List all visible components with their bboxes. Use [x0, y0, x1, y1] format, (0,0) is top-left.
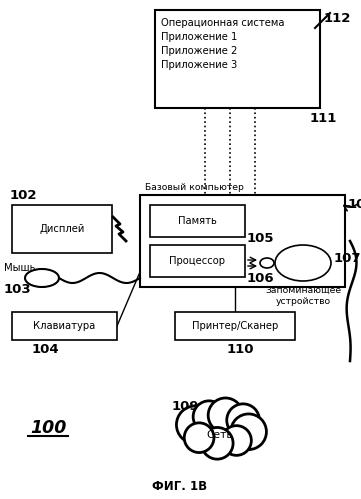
Text: Базовый компьютер: Базовый компьютер: [145, 183, 244, 192]
Circle shape: [193, 401, 225, 433]
Bar: [12, 205, 112, 253]
Text: Клавиатура: Клавиатура: [33, 321, 96, 331]
Text: 111: 111: [310, 112, 338, 125]
Circle shape: [222, 426, 251, 456]
Circle shape: [208, 398, 243, 433]
Ellipse shape: [260, 258, 274, 268]
Circle shape: [227, 404, 260, 437]
Text: 107: 107: [334, 251, 361, 264]
Text: ФИГ. 1В: ФИГ. 1В: [152, 481, 208, 494]
Text: 100: 100: [30, 419, 66, 437]
Text: 104: 104: [32, 343, 60, 356]
Bar: [140, 195, 345, 287]
Circle shape: [184, 423, 214, 453]
Text: 101: 101: [348, 198, 361, 211]
Bar: [12, 312, 117, 340]
Text: Операционная система
Приложение 1
Приложение 2
Приложение 3: Операционная система Приложение 1 Прилож…: [161, 18, 284, 70]
Text: 102: 102: [10, 189, 38, 202]
Bar: [150, 245, 245, 277]
Text: Процессор: Процессор: [170, 256, 226, 266]
Text: 112: 112: [324, 12, 351, 25]
Circle shape: [201, 428, 233, 459]
Circle shape: [231, 414, 266, 450]
Text: 103: 103: [4, 283, 32, 296]
Bar: [155, 10, 320, 108]
Text: 109: 109: [172, 400, 200, 413]
Text: Запоминающее
устройство: Запоминающее устройство: [265, 286, 341, 306]
Ellipse shape: [25, 269, 59, 287]
Ellipse shape: [275, 245, 331, 281]
Bar: [175, 312, 295, 340]
Text: Память: Память: [178, 216, 217, 226]
Text: 110: 110: [227, 343, 255, 356]
Text: Мышь: Мышь: [4, 263, 35, 273]
Text: 106: 106: [247, 272, 275, 285]
Text: Сеть: Сеть: [207, 430, 233, 440]
Bar: [150, 205, 245, 237]
Text: Дисплей: Дисплей: [39, 224, 85, 234]
Circle shape: [177, 406, 214, 444]
Text: 105: 105: [247, 232, 274, 245]
Text: Принтер/Сканер: Принтер/Сканер: [192, 321, 278, 331]
